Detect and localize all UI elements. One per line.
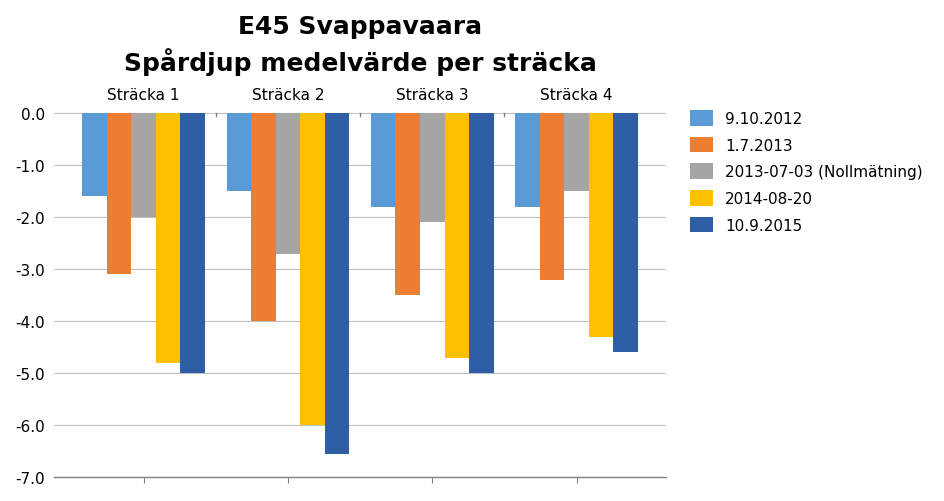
Text: Sträcka 1: Sträcka 1	[108, 88, 179, 103]
Bar	[131, 114, 156, 218]
Bar	[539, 114, 564, 280]
Bar	[325, 114, 349, 454]
Bar	[419, 114, 444, 223]
Bar	[371, 114, 396, 207]
Bar	[444, 114, 468, 358]
Bar	[468, 114, 493, 373]
Bar	[251, 114, 276, 322]
Text: Sträcka 3: Sträcka 3	[396, 88, 468, 103]
Bar	[227, 114, 251, 192]
Legend: 9.10.2012, 1.7.2013, 2013-07-03 (Nollmätning), 2014-08-20, 10.9.2015: 9.10.2012, 1.7.2013, 2013-07-03 (Nollmät…	[685, 106, 927, 238]
Bar	[564, 114, 588, 192]
Bar	[613, 114, 637, 353]
Bar	[180, 114, 205, 373]
Bar	[276, 114, 300, 254]
Bar	[300, 114, 325, 425]
Bar	[82, 114, 107, 197]
Bar	[396, 114, 419, 296]
Text: Sträcka 4: Sträcka 4	[540, 88, 613, 103]
Bar	[107, 114, 131, 275]
Bar	[156, 114, 180, 363]
Text: Sträcka 2: Sträcka 2	[251, 88, 324, 103]
Title: E45 Svappavaara
Spårdjup medelvärde per sträcka: E45 Svappavaara Spårdjup medelvärde per …	[124, 15, 596, 76]
Bar	[514, 114, 539, 207]
Bar	[588, 114, 613, 337]
